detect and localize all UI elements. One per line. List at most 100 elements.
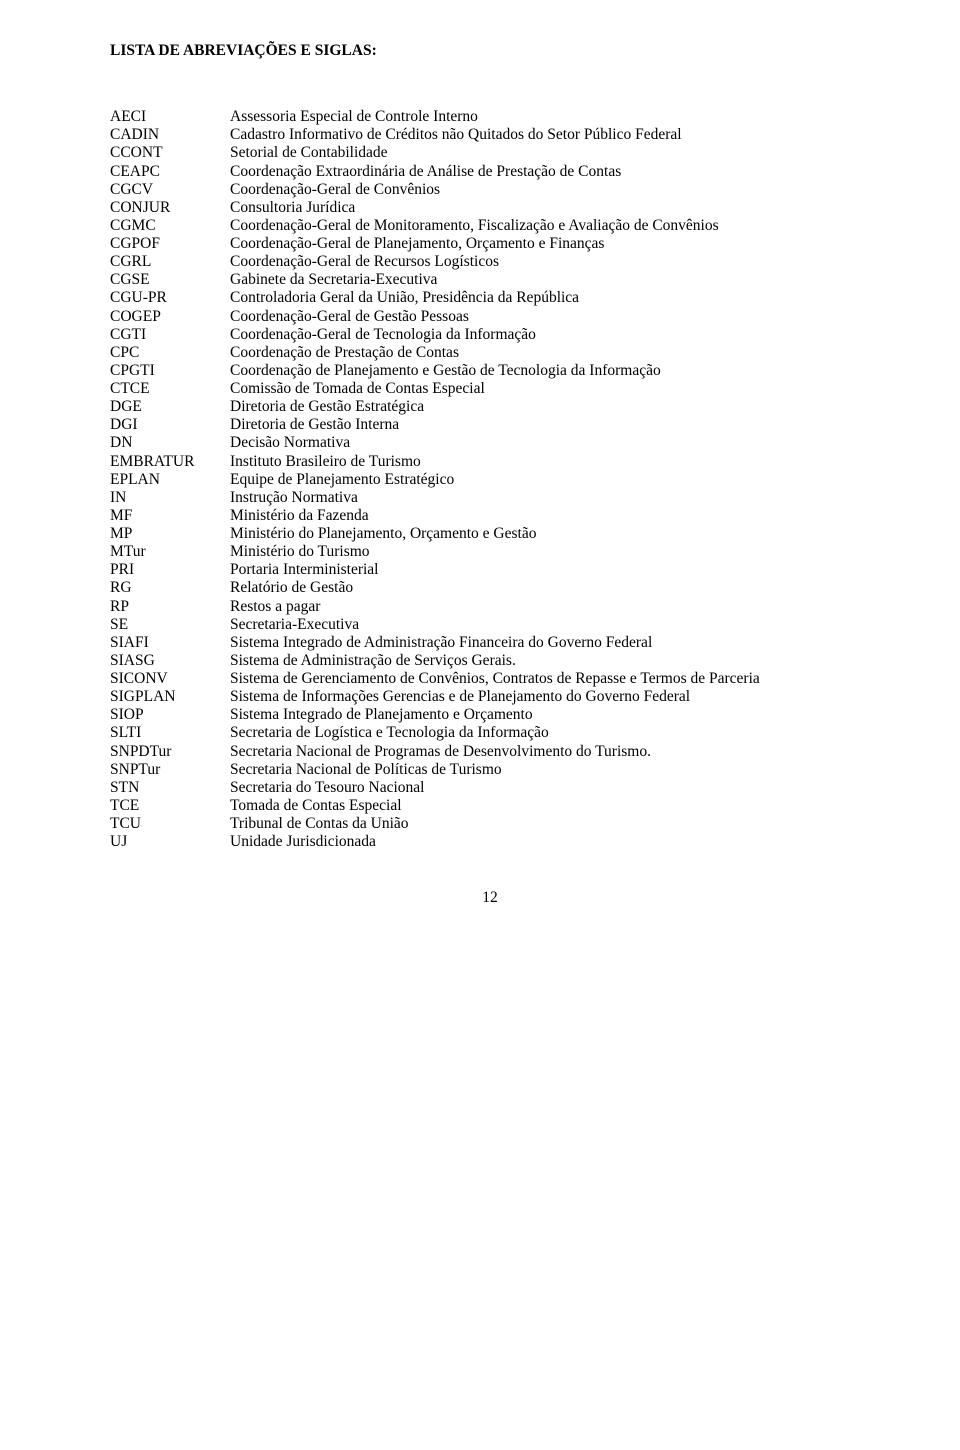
- abbreviation-term: CONJUR: [110, 199, 230, 217]
- abbreviation-row: SIAFISistema Integrado de Administração …: [110, 634, 870, 652]
- abbreviation-row: CGU-PRControladoria Geral da União, Pres…: [110, 289, 870, 307]
- abbreviation-term: SICONV: [110, 670, 230, 688]
- abbreviation-term: SIGPLAN: [110, 688, 230, 706]
- abbreviation-term: CPGTI: [110, 362, 230, 380]
- abbreviation-term: SLTI: [110, 724, 230, 742]
- abbreviation-row: CGRLCoordenação-Geral de Recursos Logíst…: [110, 253, 870, 271]
- abbreviation-term: SIASG: [110, 652, 230, 670]
- abbreviation-row: CGPOFCoordenação-Geral de Planejamento, …: [110, 235, 870, 253]
- abbreviation-row: SNPDTurSecretaria Nacional de Programas …: [110, 743, 870, 761]
- abbreviation-term: CTCE: [110, 380, 230, 398]
- abbreviation-row: SLTISecretaria de Logística e Tecnologia…: [110, 724, 870, 742]
- abbreviation-definition: Controladoria Geral da União, Presidênci…: [230, 289, 870, 307]
- abbreviation-term: DGE: [110, 398, 230, 416]
- abbreviation-definition: Coordenação-Geral de Monitoramento, Fisc…: [230, 217, 870, 235]
- abbreviation-definition: Relatório de Gestão: [230, 579, 870, 597]
- abbreviation-definition: Cadastro Informativo de Créditos não Qui…: [230, 126, 870, 144]
- abbreviation-term: CGRL: [110, 253, 230, 271]
- abbreviation-term: EMBRATUR: [110, 453, 230, 471]
- abbreviation-term: CGU-PR: [110, 289, 230, 307]
- abbreviation-row: CCONTSetorial de Contabilidade: [110, 144, 870, 162]
- abbreviation-row: CGSEGabinete da Secretaria-Executiva: [110, 271, 870, 289]
- abbreviation-term: CGPOF: [110, 235, 230, 253]
- abbreviation-definition: Coordenação-Geral de Planejamento, Orçam…: [230, 235, 870, 253]
- abbreviation-row: CPGTICoordenação de Planejamento e Gestã…: [110, 362, 870, 380]
- abbreviation-definition: Ministério da Fazenda: [230, 507, 870, 525]
- abbreviation-term: IN: [110, 489, 230, 507]
- abbreviation-definition: Setorial de Contabilidade: [230, 144, 870, 162]
- abbreviation-row: CEAPCCoordenação Extraordinária de Análi…: [110, 163, 870, 181]
- abbreviation-definition: Consultoria Jurídica: [230, 199, 870, 217]
- abbreviation-row: TCETomada de Contas Especial: [110, 797, 870, 815]
- abbreviation-definition: Coordenação de Prestação de Contas: [230, 344, 870, 362]
- abbreviation-row: CONJURConsultoria Jurídica: [110, 199, 870, 217]
- abbreviation-definition: Diretoria de Gestão Interna: [230, 416, 870, 434]
- abbreviation-definition: Coordenação-Geral de Gestão Pessoas: [230, 308, 870, 326]
- abbreviation-term: DN: [110, 434, 230, 452]
- abbreviation-term: MF: [110, 507, 230, 525]
- abbreviation-row: CPCCoordenação de Prestação de Contas: [110, 344, 870, 362]
- abbreviation-definition: Secretaria Nacional de Políticas de Turi…: [230, 761, 870, 779]
- abbreviation-row: COGEPCoordenação-Geral de Gestão Pessoas: [110, 308, 870, 326]
- abbreviation-row: CADINCadastro Informativo de Créditos nã…: [110, 126, 870, 144]
- abbreviation-term: CGSE: [110, 271, 230, 289]
- abbreviation-term: SIAFI: [110, 634, 230, 652]
- abbreviation-definition: Instituto Brasileiro de Turismo: [230, 453, 870, 471]
- abbreviation-row: MPMinistério do Planejamento, Orçamento …: [110, 525, 870, 543]
- abbreviation-term: DGI: [110, 416, 230, 434]
- abbreviation-row: INInstrução Normativa: [110, 489, 870, 507]
- abbreviation-row: CGTICoordenação-Geral de Tecnologia da I…: [110, 326, 870, 344]
- abbreviation-row: UJUnidade Jurisdicionada: [110, 833, 870, 851]
- abbreviation-row: SNPTurSecretaria Nacional de Políticas d…: [110, 761, 870, 779]
- abbreviation-definition: Tomada de Contas Especial: [230, 797, 870, 815]
- abbreviation-row: PRIPortaria Interministerial: [110, 561, 870, 579]
- abbreviation-row: CGCVCoordenação-Geral de Convênios: [110, 181, 870, 199]
- page-number: 12: [110, 889, 870, 907]
- abbreviation-definition: Secretaria Nacional de Programas de Dese…: [230, 743, 870, 761]
- abbreviation-term: MTur: [110, 543, 230, 561]
- abbreviation-definition: Tribunal de Contas da União: [230, 815, 870, 833]
- abbreviation-definition: Equipe de Planejamento Estratégico: [230, 471, 870, 489]
- abbreviation-row: STNSecretaria do Tesouro Nacional: [110, 779, 870, 797]
- abbreviation-term: TCU: [110, 815, 230, 833]
- abbreviation-definition: Sistema Integrado de Planejamento e Orça…: [230, 706, 870, 724]
- abbreviation-definition: Secretaria de Logística e Tecnologia da …: [230, 724, 870, 742]
- abbreviation-row: DGEDiretoria de Gestão Estratégica: [110, 398, 870, 416]
- abbreviation-row: MTurMinistério do Turismo: [110, 543, 870, 561]
- abbreviation-term: AECI: [110, 108, 230, 126]
- abbreviation-term: CEAPC: [110, 163, 230, 181]
- abbreviation-row: MFMinistério da Fazenda: [110, 507, 870, 525]
- abbreviation-term: MP: [110, 525, 230, 543]
- abbreviation-definition: Assessoria Especial de Controle Interno: [230, 108, 870, 126]
- abbreviation-term: UJ: [110, 833, 230, 851]
- abbreviation-row: RGRelatório de Gestão: [110, 579, 870, 597]
- abbreviation-term: CPC: [110, 344, 230, 362]
- abbreviation-row: CTCEComissão de Tomada de Contas Especia…: [110, 380, 870, 398]
- abbreviation-definition: Diretoria de Gestão Estratégica: [230, 398, 870, 416]
- abbreviation-definition: Ministério do Turismo: [230, 543, 870, 561]
- abbreviation-term: CGMC: [110, 217, 230, 235]
- abbreviation-term: SNPDTur: [110, 743, 230, 761]
- abbreviation-definition: Secretaria do Tesouro Nacional: [230, 779, 870, 797]
- abbreviation-definition: Coordenação de Planejamento e Gestão de …: [230, 362, 870, 380]
- abbreviation-term: RP: [110, 598, 230, 616]
- abbreviation-term: RG: [110, 579, 230, 597]
- page-title: LISTA DE ABREVIAÇÕES E SIGLAS:: [110, 42, 870, 60]
- abbreviation-definition: Sistema de Administração de Serviços Ger…: [230, 652, 870, 670]
- abbreviation-row: DNDecisão Normativa: [110, 434, 870, 452]
- abbreviation-definition: Unidade Jurisdicionada: [230, 833, 870, 851]
- abbreviation-definition: Restos a pagar: [230, 598, 870, 616]
- abbreviation-term: TCE: [110, 797, 230, 815]
- abbreviation-row: CGMCCoordenação-Geral de Monitoramento, …: [110, 217, 870, 235]
- abbreviation-definition: Instrução Normativa: [230, 489, 870, 507]
- abbreviation-definition: Comissão de Tomada de Contas Especial: [230, 380, 870, 398]
- abbreviation-row: SICONVSistema de Gerenciamento de Convên…: [110, 670, 870, 688]
- abbreviation-term: COGEP: [110, 308, 230, 326]
- abbreviation-definition: Sistema Integrado de Administração Finan…: [230, 634, 870, 652]
- abbreviation-list: AECIAssessoria Especial de Controle Inte…: [110, 108, 870, 851]
- abbreviation-term: PRI: [110, 561, 230, 579]
- abbreviation-term: SE: [110, 616, 230, 634]
- abbreviation-term: CGTI: [110, 326, 230, 344]
- abbreviation-definition: Coordenação-Geral de Convênios: [230, 181, 870, 199]
- abbreviation-definition: Sistema de Gerenciamento de Convênios, C…: [230, 670, 870, 688]
